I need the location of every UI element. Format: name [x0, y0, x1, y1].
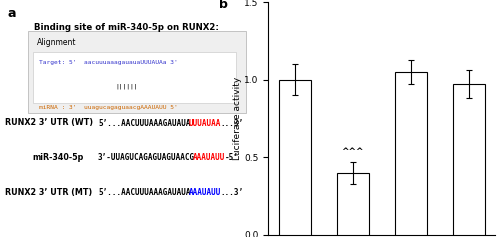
Text: ^^^: ^^^: [342, 147, 364, 156]
Text: Alignment: Alignment: [37, 38, 76, 47]
Bar: [337, 173, 368, 235]
Bar: [395, 72, 426, 235]
Text: -5’: -5’: [224, 153, 238, 162]
Text: ...3’: ...3’: [220, 188, 244, 197]
Text: 5’...AACUUUAAAGAUAUA: 5’...AACUUUAAAGAUAUA: [98, 118, 190, 128]
Text: 5’...AACUUUAAAGAUAUA: 5’...AACUUUAAAGAUAUA: [98, 188, 190, 197]
Text: UUUAUAA: UUUAUAA: [188, 118, 221, 128]
Text: ||||||: ||||||: [115, 84, 138, 89]
Text: 3’-UUAGUCAGAGUAGUAACG: 3’-UUAGUCAGAGUAGUAACG: [98, 153, 195, 162]
Text: Target: 5'  aacuuuaaagauauaUUUAUAa 3': Target: 5' aacuuuaaagauauaUUUAUAa 3': [39, 60, 178, 65]
Text: AAAUAUU: AAAUAUU: [193, 153, 226, 162]
Text: RUNX2 3’ UTR (WT): RUNX2 3’ UTR (WT): [5, 118, 93, 128]
Y-axis label: Luciferase activity: Luciferase activity: [232, 77, 241, 160]
Text: Binding site of miR-340-5p on RUNX2:: Binding site of miR-340-5p on RUNX2:: [34, 23, 219, 32]
FancyBboxPatch shape: [28, 32, 246, 113]
Bar: [279, 80, 310, 235]
Text: RUNX2 3’ UTR (MT): RUNX2 3’ UTR (MT): [5, 188, 92, 197]
Text: b: b: [218, 0, 228, 11]
Text: a: a: [8, 7, 16, 20]
Bar: [453, 84, 484, 235]
Text: AAAUAUU: AAAUAUU: [188, 188, 221, 197]
Text: ...3’: ...3’: [220, 118, 244, 128]
FancyBboxPatch shape: [33, 52, 236, 103]
Text: miR-340-5p: miR-340-5p: [32, 153, 84, 162]
Text: miRNA : 3'  uuagucagaguaacgAAAUAUU 5': miRNA : 3' uuagucagaguaacgAAAUAUU 5': [39, 105, 178, 109]
